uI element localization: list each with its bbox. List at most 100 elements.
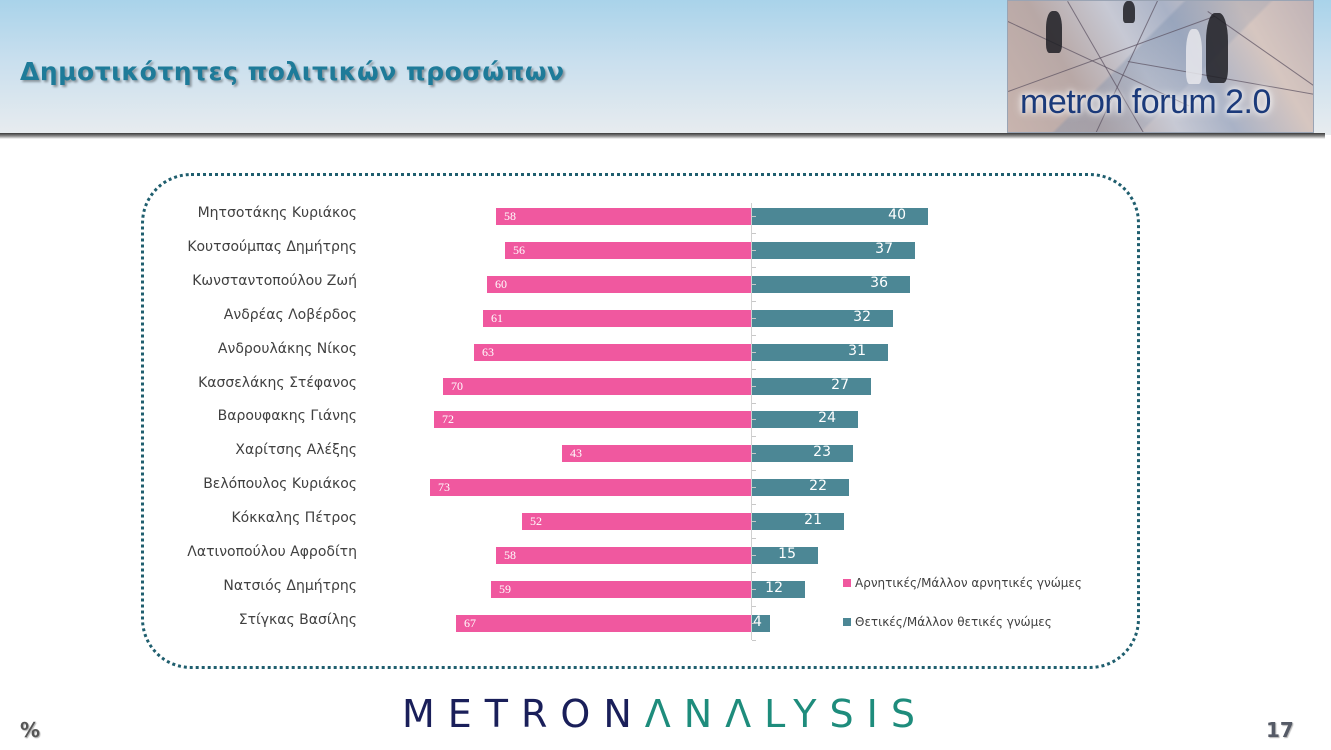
axis-tick — [752, 335, 756, 336]
negative-bar: 63 — [474, 344, 751, 361]
header-divider — [0, 133, 1325, 139]
negative-bar: 72 — [434, 411, 751, 428]
chart-row: Κόκκαλης Πέτρος 52 21 — [0, 510, 1331, 530]
chart-row: Λατινοπούλου Αφροδίτη 58 15 — [0, 544, 1331, 564]
negative-value: 72 — [442, 412, 454, 426]
positive-value: 23 — [813, 444, 831, 460]
negative-value: 60 — [495, 277, 507, 291]
axis-tick — [752, 623, 756, 624]
row-label: Ανδρέας Λοβέρδος — [223, 307, 357, 323]
negative-value: 56 — [513, 243, 525, 257]
negative-value: 67 — [464, 616, 476, 630]
axis-tick — [752, 606, 756, 607]
axis-tick — [752, 538, 756, 539]
positive-value: 24 — [818, 410, 836, 426]
axis-tick — [752, 419, 756, 420]
legend-label-negative: Αρνητικές/Μάλλον αρνητικές γνώμες — [855, 576, 1082, 590]
axis-tick — [752, 589, 756, 590]
slide-header: Δημοτικότητες πολιτικών προσώπων metron … — [0, 0, 1331, 135]
row-label: Ανδρουλάκης Νίκος — [217, 341, 357, 357]
negative-bar: 60 — [487, 276, 751, 293]
positive-value: 22 — [809, 478, 827, 494]
axis-tick — [752, 487, 756, 488]
chart-row: Νατσιός Δημήτρης 59 12 — [0, 578, 1331, 598]
chart-row: Βαρουφακης Γιάνης 72 24 — [0, 408, 1331, 428]
row-label: Χαρίτσης Αλέξης — [235, 442, 357, 458]
chart-row: Κουτσούμπας Δημήτρης 56 37 — [0, 239, 1331, 259]
axis-tick — [752, 318, 756, 319]
axis-tick — [752, 386, 756, 387]
row-label: Κωνσταντοπούλου Ζωή — [192, 273, 357, 289]
row-label: Στίγκας Βασίλης — [238, 612, 357, 628]
positive-bar: 36 — [752, 275, 910, 293]
axis-tick — [752, 352, 756, 353]
positive-bar: 40 — [752, 207, 928, 225]
positive-bar: 27 — [752, 377, 871, 395]
positive-bar: 23 — [752, 444, 853, 462]
page-title: Δημοτικότητες πολιτικών προσώπων — [20, 57, 565, 86]
positive-bar: 37 — [752, 241, 915, 259]
positive-value: 40 — [888, 207, 906, 223]
negative-value: 63 — [482, 345, 494, 359]
axis-tick — [752, 453, 756, 454]
positive-swatch-icon — [843, 618, 851, 626]
negative-bar: 58 — [496, 208, 751, 225]
brand-analysis: ΛNΛLYSIS — [644, 692, 928, 736]
brand-metron: METRON — [402, 692, 645, 736]
chart-row: Μητσοτάκης Κυριάκος 58 40 — [0, 205, 1331, 225]
row-label: Κουτσούμπας Δημήτρης — [187, 239, 357, 255]
positive-value: 12 — [765, 580, 783, 596]
negative-bar: 59 — [491, 581, 751, 598]
negative-swatch-icon — [843, 579, 851, 587]
positive-bar: 15 — [752, 546, 818, 564]
negative-bar: 70 — [443, 378, 751, 395]
negative-value: 58 — [504, 548, 516, 562]
chart-row: Κωνσταντοπούλου Ζωή 60 36 — [0, 273, 1331, 293]
negative-value: 43 — [570, 446, 582, 460]
row-label: Βελόπουλος Κυριάκος — [203, 476, 357, 492]
positive-value: 31 — [848, 343, 866, 359]
chart-row: Στίγκας Βασίλης 67 4 — [0, 612, 1331, 632]
positive-value: 4 — [753, 614, 762, 630]
axis-tick — [752, 216, 756, 217]
positive-value: 32 — [853, 309, 871, 325]
axis-tick — [752, 403, 756, 404]
positive-bar: 32 — [752, 309, 893, 327]
center-axis — [751, 203, 752, 640]
chart-row: Χαρίτσης Αλέξης 43 23 — [0, 442, 1331, 462]
negative-bar: 73 — [430, 479, 751, 496]
row-label: Λατινοπούλου Αφροδίτη — [187, 544, 357, 560]
legend-item-positive: Θετικές/Μάλλον θετικές γνώμες — [843, 615, 1052, 629]
axis-tick — [752, 504, 756, 505]
negative-value: 61 — [491, 311, 503, 325]
row-label: Κόκκαλης Πέτρος — [231, 510, 358, 526]
chart-frame — [141, 173, 1140, 669]
axis-tick — [752, 233, 756, 234]
chart-row: Βελόπουλος Κυριάκος 73 22 — [0, 476, 1331, 496]
chart-row: Ανδρέας Λοβέρδος 61 32 — [0, 307, 1331, 327]
negative-bar: 43 — [562, 445, 751, 462]
positive-value: 37 — [875, 241, 893, 257]
row-label: Κασσελάκης Στέφανος — [198, 375, 357, 391]
positive-bar: 22 — [752, 478, 849, 496]
row-label: Μητσοτάκης Κυριάκος — [197, 205, 357, 221]
negative-value: 59 — [499, 582, 511, 596]
negative-bar: 67 — [456, 615, 751, 632]
negative-value: 70 — [451, 379, 463, 393]
axis-tick — [752, 555, 756, 556]
legend-label-positive: Θετικές/Μάλλον θετικές γνώμες — [855, 615, 1052, 629]
chart-row: Ανδρουλάκης Νίκος 63 31 — [0, 341, 1331, 361]
positive-bar: 12 — [752, 580, 805, 598]
axis-tick — [752, 369, 756, 370]
positive-bar: 31 — [752, 343, 888, 361]
axis-tick — [752, 250, 756, 251]
unit-label: % — [20, 718, 41, 742]
row-label: Νατσιός Δημήτρης — [223, 578, 357, 594]
row-label: Βαρουφακης Γιάνης — [217, 408, 357, 424]
negative-value: 58 — [504, 209, 516, 223]
axis-tick — [752, 521, 756, 522]
positive-value: 27 — [831, 377, 849, 393]
negative-bar: 61 — [483, 310, 751, 327]
legend-item-negative: Αρνητικές/Μάλλον αρνητικές γνώμες — [843, 576, 1082, 590]
